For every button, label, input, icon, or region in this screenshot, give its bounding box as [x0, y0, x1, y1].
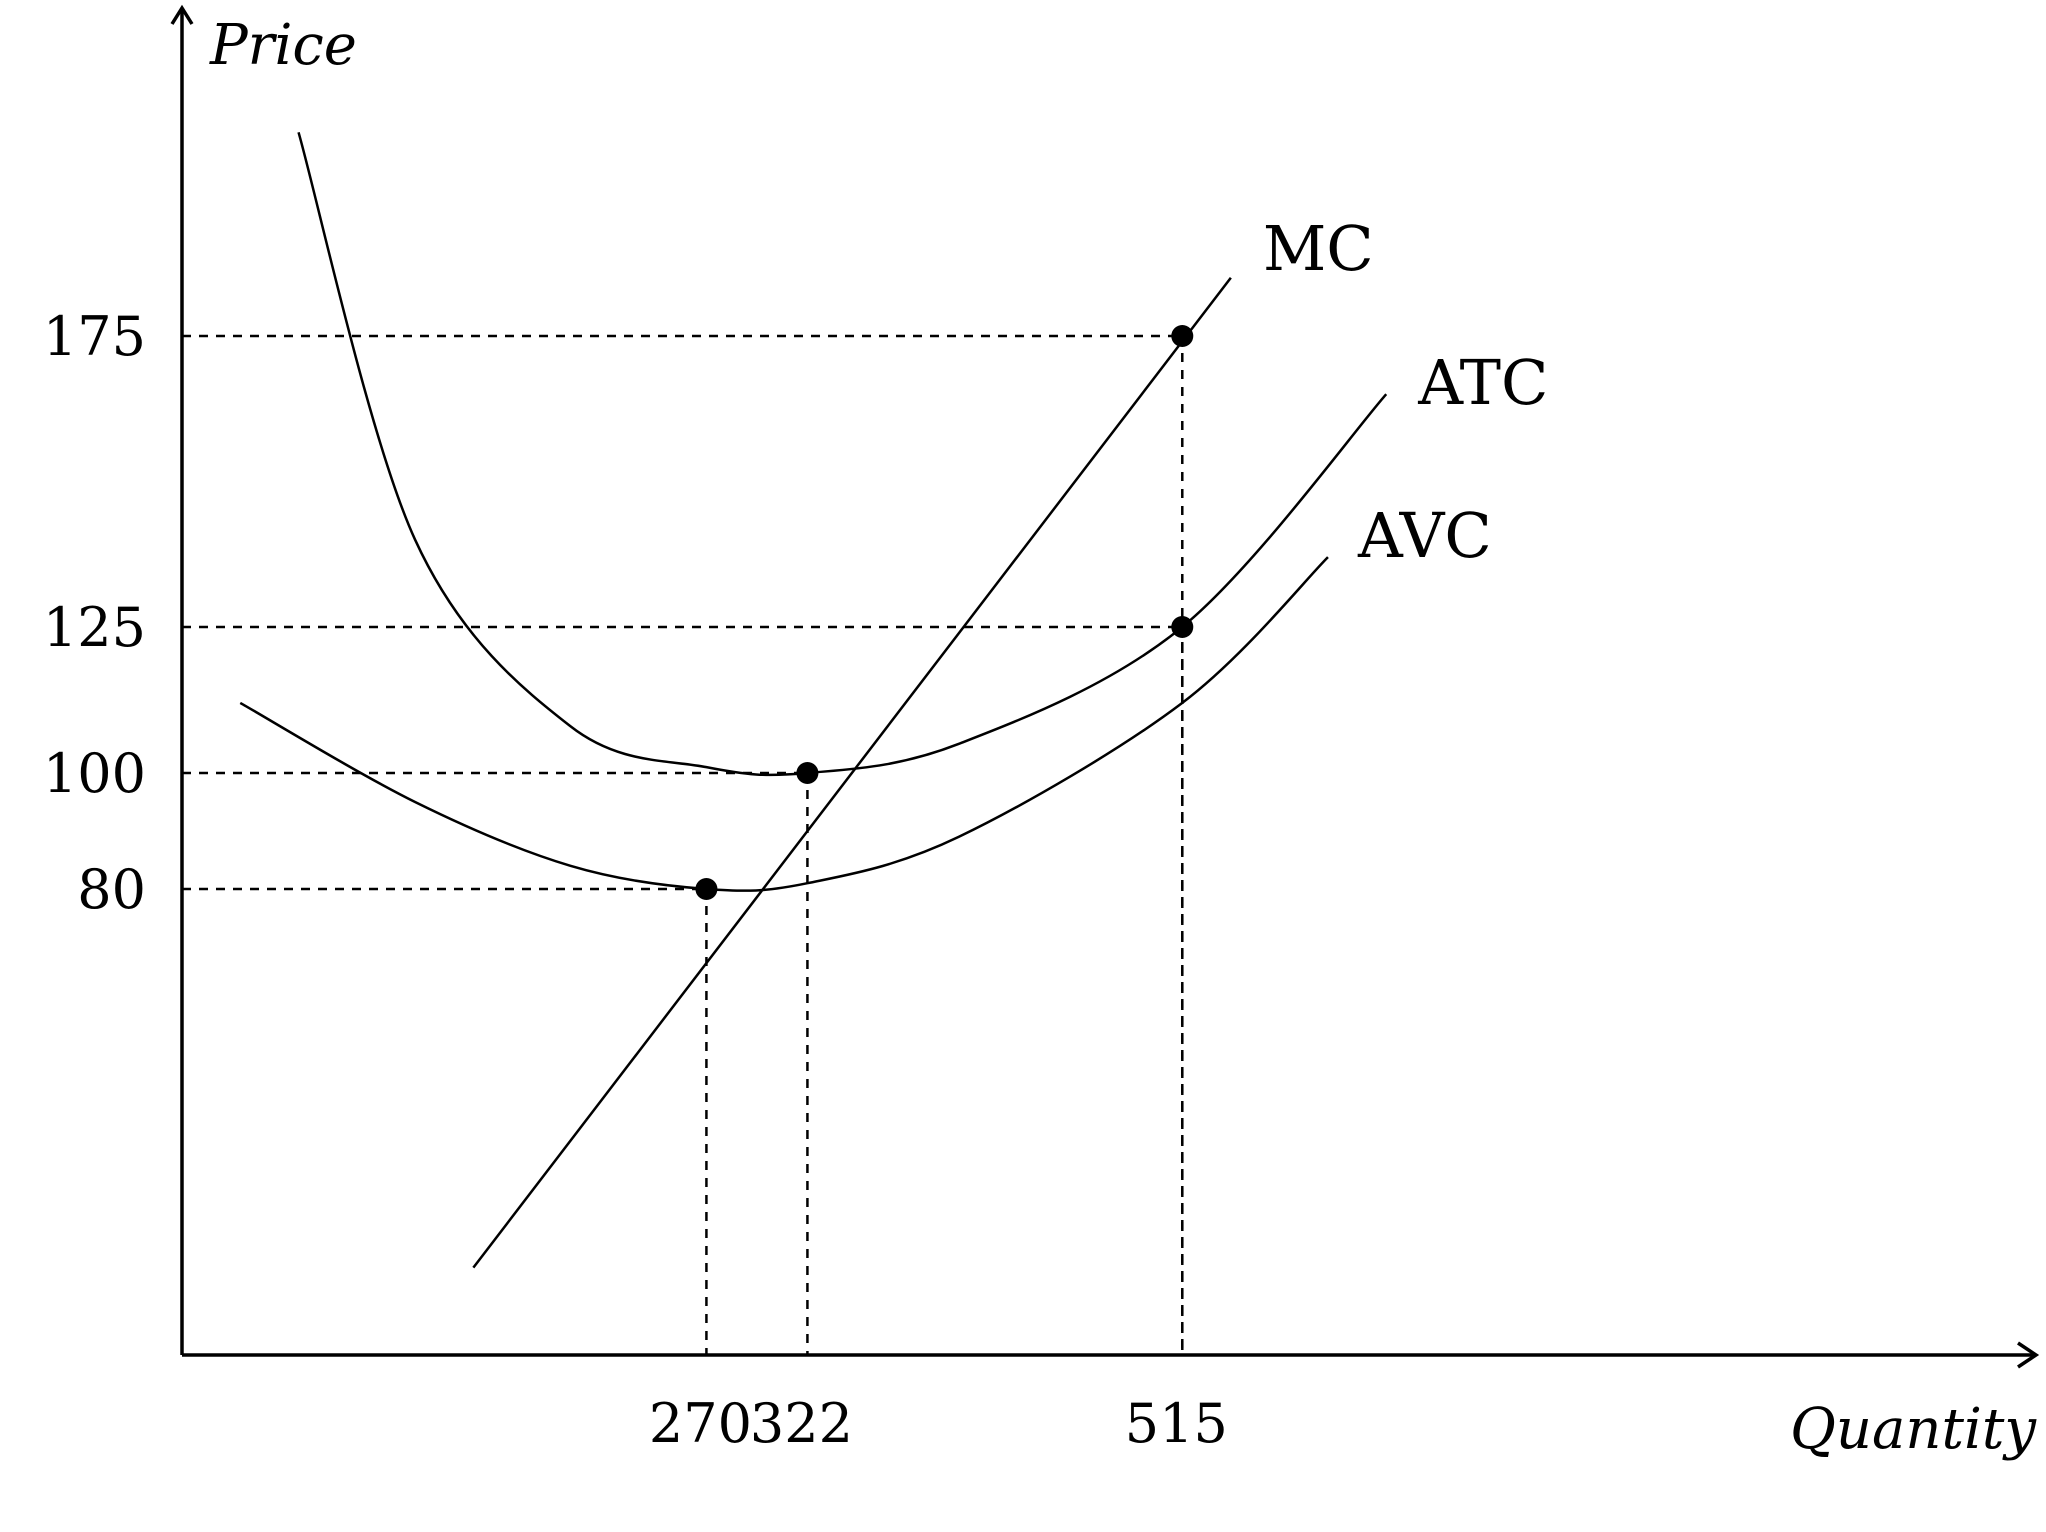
x-tick-322: 322	[750, 1392, 853, 1455]
atc-label: ATC	[1417, 346, 1548, 419]
x-tick-270: 270	[649, 1392, 752, 1455]
avc-curve	[239, 556, 1329, 892]
mc-label: MC	[1263, 212, 1374, 285]
x-axis-label: Quantity	[1790, 1397, 2037, 1462]
point-270-80	[695, 878, 718, 900]
marked-points	[695, 325, 1194, 900]
avc-label: AVC	[1357, 499, 1492, 572]
y-tick-80: 80	[77, 858, 146, 921]
x-tick-515: 515	[1125, 1392, 1228, 1455]
guide-lines	[182, 334, 1184, 1355]
cost-curves	[239, 131, 1388, 1269]
atc-curve	[297, 131, 1388, 777]
x-axis-arrow	[2017, 1341, 2040, 1369]
y-tick-100: 100	[43, 742, 146, 805]
point-515-175	[1171, 325, 1194, 347]
curve-labels: MC ATC AVC	[1263, 212, 1549, 572]
y-axis-label: Price	[209, 13, 357, 78]
point-515-125	[1171, 616, 1194, 638]
mc-curve	[472, 277, 1232, 1269]
y-tick-125: 125	[43, 596, 146, 659]
point-322-100	[796, 762, 819, 784]
y-axis-arrow	[170, 4, 194, 25]
y-tick-175: 175	[43, 305, 146, 368]
axes: Price Quantity	[170, 4, 2040, 1462]
